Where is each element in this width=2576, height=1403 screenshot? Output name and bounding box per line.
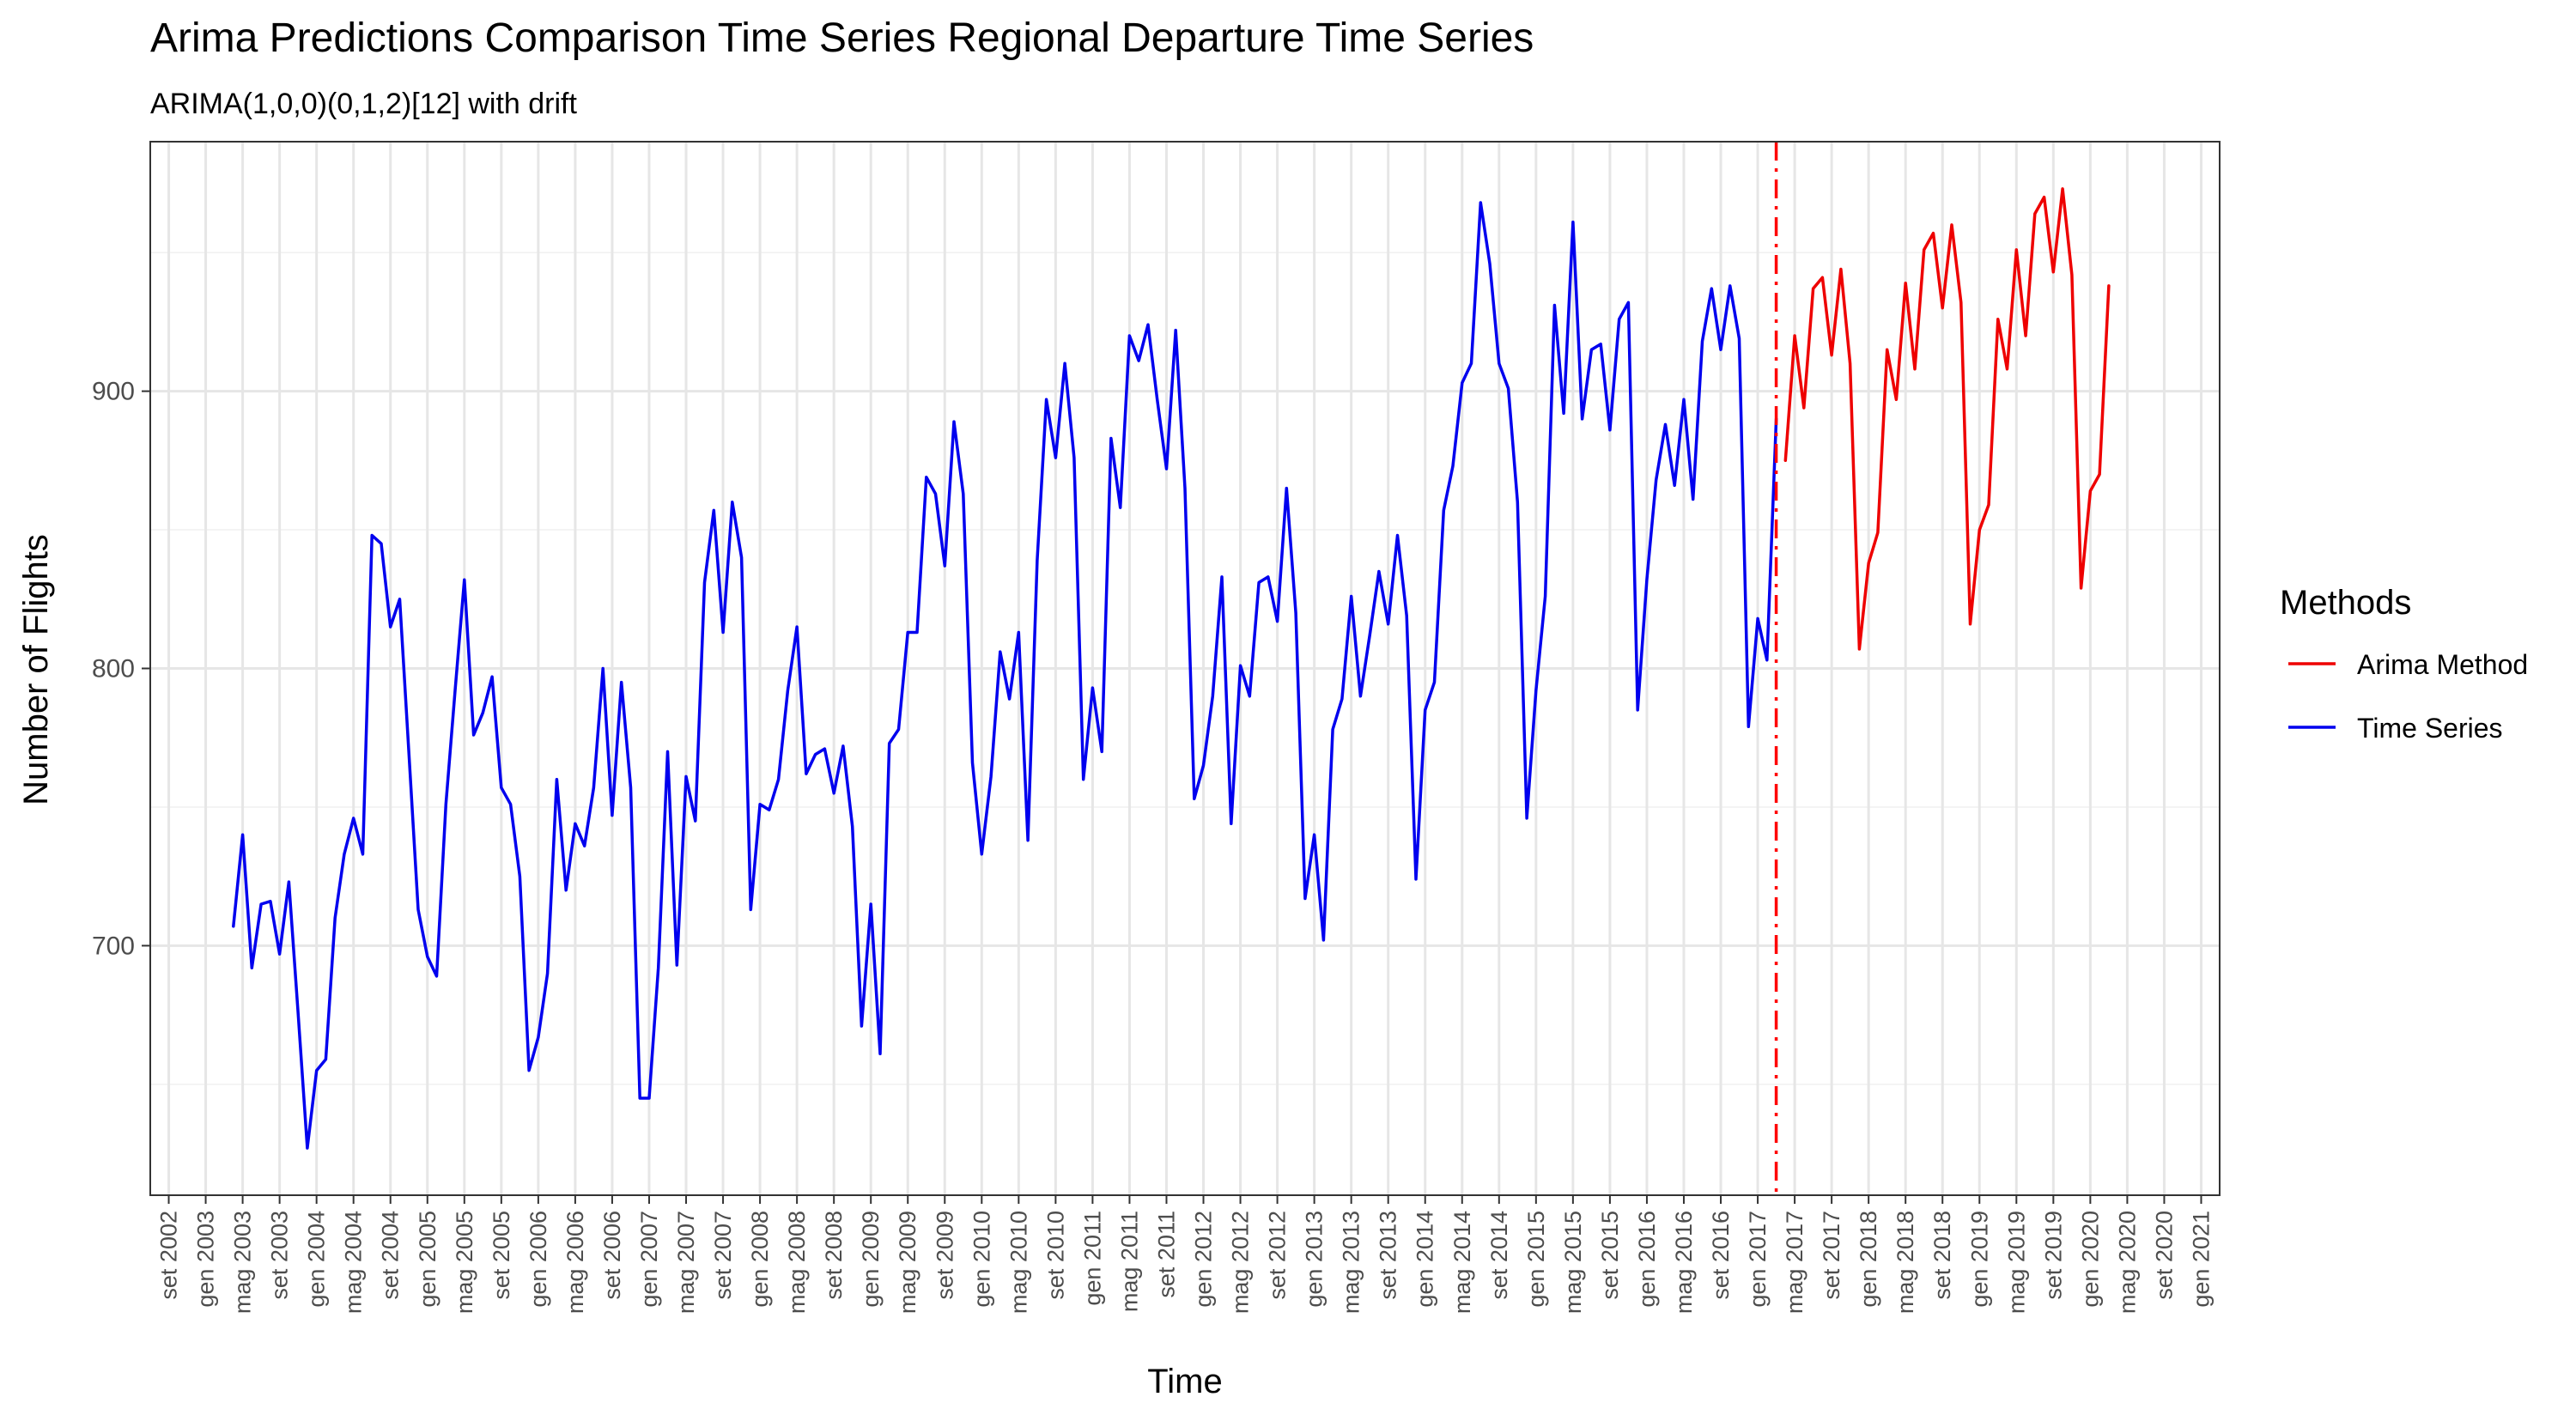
x-tick-label: mag 2016 <box>1671 1211 1697 1314</box>
x-tick-label: gen 2009 <box>858 1211 884 1308</box>
x-tick-label: gen 2015 <box>1523 1211 1549 1308</box>
y-axis-title: Number of Flights <box>17 534 55 805</box>
x-tick-label: set 2003 <box>267 1211 293 1300</box>
y-axis: 700 800 900 <box>92 378 150 960</box>
x-tick-label: mag 2009 <box>895 1211 920 1314</box>
x-tick-label: mag 2017 <box>1782 1211 1807 1314</box>
x-tick-label: gen 2016 <box>1634 1211 1660 1308</box>
x-tick-label: mag 2015 <box>1560 1211 1586 1314</box>
x-tick-label: gen 2020 <box>2077 1211 2103 1308</box>
x-tick-label: set 2002 <box>156 1211 182 1300</box>
chart-subtitle: ARIMA(1,0,0)(0,1,2)[12] with drift <box>150 88 578 120</box>
x-tick-label: gen 2013 <box>1302 1211 1327 1308</box>
chart-title: Arima Predictions Comparison Time Series… <box>150 15 1534 61</box>
x-tick-label: set 2016 <box>1708 1211 1734 1300</box>
x-tick-label: set 2007 <box>710 1211 736 1300</box>
x-tick-label: gen 2008 <box>747 1211 773 1308</box>
x-tick-label: mag 2008 <box>784 1211 810 1314</box>
x-tick-label: gen 2010 <box>969 1211 994 1308</box>
y-tick-label: 800 <box>92 655 135 683</box>
x-tick-label: gen 2006 <box>526 1211 551 1308</box>
legend-label-arima: Arima Method <box>2357 649 2528 680</box>
x-tick-label: gen 2017 <box>1745 1211 1771 1308</box>
legend: Methods Arima Method Time Series <box>2280 584 2528 744</box>
x-tick-label: set 2008 <box>821 1211 847 1300</box>
x-tick-label: set 2018 <box>1929 1211 1955 1300</box>
x-tick-label: gen 2018 <box>1856 1211 1881 1308</box>
x-tick-label: set 2017 <box>1819 1211 1844 1300</box>
x-tick-label: mag 2014 <box>1449 1211 1475 1314</box>
x-tick-label: mag 2007 <box>673 1211 699 1314</box>
x-tick-label: gen 2019 <box>1966 1211 1992 1308</box>
x-tick-label: mag 2013 <box>1339 1211 1364 1314</box>
x-tick-label: set 2020 <box>2151 1211 2177 1300</box>
x-tick-label: gen 2003 <box>193 1211 219 1308</box>
x-tick-label: gen 2011 <box>1079 1211 1105 1306</box>
x-axis: set 2002 gen 2003 mag 2003 set 2003 gen 2004… <box>156 1195 2214 1314</box>
x-tick-label: set 2011 <box>1153 1211 1179 1298</box>
x-tick-label: set 2019 <box>2040 1211 2066 1300</box>
series-line-time-series <box>232 201 1778 1150</box>
x-tick-label: mag 2020 <box>2114 1211 2140 1314</box>
gridlines-x <box>167 142 2202 1195</box>
x-tick-label: mag 2019 <box>2003 1211 2029 1314</box>
plot-panel <box>149 141 2221 1196</box>
series-lines <box>232 187 2111 1150</box>
x-tick-label: set 2004 <box>378 1211 404 1300</box>
x-tick-label: set 2009 <box>932 1211 957 1300</box>
x-tick-label: set 2005 <box>489 1211 514 1300</box>
x-tick-label: set 2012 <box>1265 1211 1291 1300</box>
x-tick-label: set 2013 <box>1376 1211 1401 1300</box>
major-gridlines-y <box>150 390 2220 947</box>
x-axis-title: Time <box>1147 1363 1222 1400</box>
x-tick-label: mag 2006 <box>562 1211 588 1314</box>
x-tick-label: set 2015 <box>1597 1211 1623 1300</box>
x-tick-label: set 2014 <box>1486 1211 1512 1300</box>
x-tick-label: gen 2021 <box>2188 1211 2214 1308</box>
x-tick-label: set 2010 <box>1042 1211 1068 1300</box>
x-tick-label: mag 2011 <box>1116 1211 1142 1312</box>
x-tick-label: gen 2005 <box>415 1211 440 1308</box>
x-tick-label: mag 2004 <box>341 1211 367 1314</box>
x-tick-label: mag 2010 <box>1005 1211 1031 1314</box>
series-line-arima-method <box>1783 187 2111 651</box>
x-tick-label: gen 2007 <box>636 1211 662 1308</box>
y-tick-label: 700 <box>92 932 135 960</box>
x-tick-label: mag 2003 <box>230 1211 256 1314</box>
x-tick-label: mag 2012 <box>1228 1211 1254 1314</box>
x-tick-label: mag 2018 <box>1893 1211 1918 1314</box>
x-tick-label: mag 2005 <box>452 1211 477 1314</box>
x-tick-label: set 2006 <box>599 1211 625 1300</box>
x-tick-label: gen 2012 <box>1191 1211 1217 1308</box>
legend-title: Methods <box>2280 584 2411 622</box>
x-tick-label: gen 2014 <box>1413 1211 1438 1308</box>
y-tick-label: 900 <box>92 378 135 406</box>
x-tick-label: gen 2004 <box>304 1211 330 1308</box>
legend-label-time-series: Time Series <box>2357 713 2503 744</box>
